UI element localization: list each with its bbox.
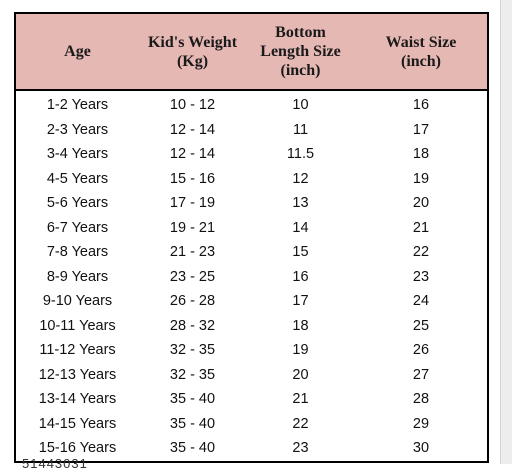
age-cell: 6-7 Years [46,219,109,236]
weight-cell: 10 - 12 [169,97,216,114]
table-row: 13-14 Years 35 - 40 21 28 [15,387,488,412]
waist-size-cell: 25 [412,317,430,334]
table-row: 4-5 Years 15 - 16 12 19 [15,167,488,192]
age-cell: 15-16 Years [38,440,117,457]
weight-cell: 35 - 40 [169,415,216,432]
header-bottom-line-2: Length Size [260,43,341,60]
bottom-length-cell: 10 [292,97,309,114]
waist-size-cell: 29 [412,415,430,432]
table-header: Age Kid's Weight (Kg) Bottom Length Size… [15,13,488,91]
bottom-length-cell: 18 [292,317,309,334]
age-cell: 11-12 Years [39,342,116,359]
table-body: 1-2 Years 10 - 12 10 16 2-3 Years 12 - 14 11 17… [15,90,488,462]
table-row: 9-10 Years 26 - 28 17 24 [15,289,488,314]
weight-cell: 15 - 16 [169,170,216,187]
waist-size-cell: 21 [412,219,430,236]
bottom-length-cell: 15 [292,244,309,261]
waist-size-cell: 22 [412,244,430,261]
size-chart-table: Age Kid's Weight (Kg) Bottom Length Size… [14,12,489,463]
age-cell: 10-11 Years [39,317,116,334]
age-cell: 7-8 Years [46,244,109,261]
header-waist-size: Waist Size (inch) [355,13,488,91]
weight-cell: 32 - 35 [169,366,216,383]
age-cell: 9-10 Years [42,293,113,310]
bottom-length-cell: 14 [292,219,309,236]
waist-size-cell: 30 [412,440,430,457]
weight-cell: 12 - 14 [169,121,216,138]
header-weight-line-1: Kid's Weight [147,33,238,51]
waist-size-cell: 19 [412,170,430,187]
waist-size-cell: 28 [412,391,430,408]
waist-size-cell: 23 [412,268,430,285]
header-kids-weight: Kid's Weight (Kg) [139,13,246,91]
table-row: 14-15 Years 35 - 40 22 29 [15,412,488,437]
table-row: 6-7 Years 19 - 21 14 21 [15,216,488,241]
weight-cell: 28 - 32 [169,317,216,334]
table-row: 1-2 Years 10 - 12 10 16 [15,90,488,118]
bottom-length-cell: 17 [292,293,309,310]
age-cell: 12-13 Years [38,366,117,383]
age-cell: 3-4 Years [46,146,109,163]
age-cell: 14-15 Years [38,415,117,432]
age-cell: 4-5 Years [46,170,109,187]
weight-cell: 35 - 40 [169,440,216,457]
header-row: Age Kid's Weight (Kg) Bottom Length Size… [15,13,488,91]
table-row: 15-16 Years 35 - 40 23 30 [15,436,488,462]
bottom-length-cell: 22 [292,415,309,432]
bottom-length-cell: 19 [292,342,309,359]
bottom-length-cell: 20 [292,366,309,383]
weight-cell: 32 - 35 [169,342,216,359]
age-cell: 5-6 Years [46,195,109,212]
weight-cell: 26 - 28 [169,293,216,310]
header-bottom-length: Bottom Length Size (inch) [246,13,355,91]
header-age: Age [15,13,139,91]
table-row: 10-11 Years 28 - 32 18 25 [15,314,488,339]
table-row: 7-8 Years 21 - 23 15 22 [15,240,488,265]
table-row: 11-12 Years 32 - 35 19 26 [15,338,488,363]
bottom-length-cell: 16 [292,268,309,285]
weight-cell: 35 - 40 [169,391,216,408]
bottom-length-cell: 23 [292,440,309,457]
bottom-length-cell: 11.5 [286,146,315,163]
age-cell: 13-14 Years [38,391,117,408]
age-cell: 8-9 Years [46,268,109,285]
waist-size-cell: 26 [412,342,430,359]
weight-cell: 23 - 25 [169,268,216,285]
waist-size-cell: 18 [412,146,430,163]
window-edge [500,0,512,464]
header-bottom-line-1: Bottom [275,24,326,41]
bottom-length-cell: 12 [292,170,309,187]
header-waist-line-1: Waist Size [385,33,457,51]
waist-size-cell: 17 [412,121,430,138]
weight-cell: 12 - 14 [169,146,216,163]
table-row: 2-3 Years 12 - 14 11 17 [15,118,488,143]
waist-size-cell: 20 [412,195,430,212]
header-weight-line-2: (Kg) [176,52,209,70]
table-row: 5-6 Years 17 - 19 13 20 [15,191,488,216]
waist-size-cell: 27 [412,366,430,383]
header-age-line: Age [64,43,91,60]
bottom-length-cell: 13 [292,195,309,212]
weight-cell: 21 - 23 [169,244,216,261]
bottom-length-cell: 21 [292,391,309,408]
age-cell: 1-2 Years [46,97,109,114]
table-row: 12-13 Years 32 - 35 20 27 [15,363,488,388]
weight-cell: 17 - 19 [169,195,216,212]
table-row: 3-4 Years 12 - 14 11.5 18 [15,142,488,167]
header-bottom-line-3: (inch) [280,62,321,79]
waist-size-cell: 16 [412,97,430,114]
waist-size-cell: 24 [412,293,430,310]
bottom-length-cell: 11 [292,121,309,138]
weight-cell: 19 - 21 [169,219,216,236]
age-cell: 2-3 Years [46,121,109,138]
table-row: 8-9 Years 23 - 25 16 23 [15,265,488,290]
header-waist-line-2: (inch) [401,52,441,70]
